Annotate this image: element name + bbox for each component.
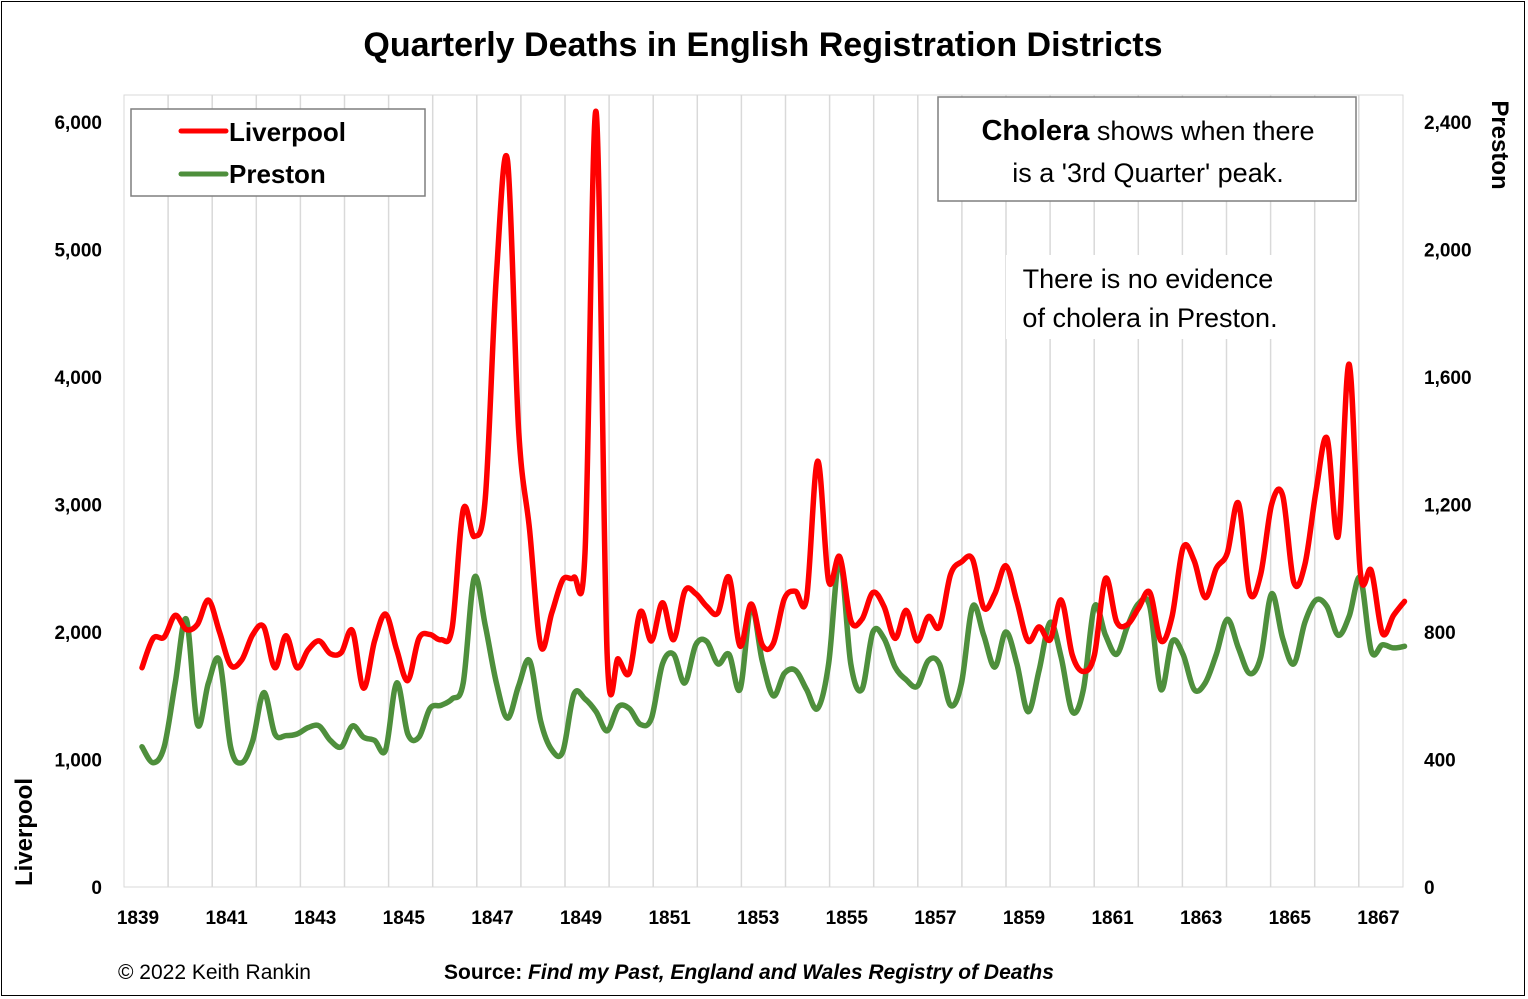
x-tick-label: 1853 [737, 908, 779, 929]
gridlines [167, 95, 1360, 887]
right-tick-label: 1,200 [1424, 496, 1472, 517]
x-tick-label: 1849 [560, 908, 602, 929]
source-text: Source: Find my Past, England and Wales … [444, 961, 1054, 984]
x-tick-label: 1867 [1357, 908, 1399, 929]
x-tick-label: 1841 [205, 908, 248, 929]
left-axis-ticks: 0 1,000 2,000 3,000 4,000 5,000 6,000 [54, 113, 102, 899]
right-tick-label: 400 [1424, 751, 1456, 772]
copyright-text: © 2022 Keith Rankin [118, 961, 311, 984]
x-tick-label: 1863 [1180, 908, 1222, 929]
left-axis-title: Liverpool [11, 778, 38, 886]
annotation-line-1-rest: shows when there [1089, 116, 1314, 146]
plot-area [123, 94, 1404, 888]
series-line-liverpool [139, 109, 1408, 698]
right-tick-label: 2,000 [1424, 241, 1472, 262]
x-tick-label: 1851 [648, 908, 691, 929]
left-tick-label: 4,000 [54, 368, 102, 389]
x-axis-ticks: 1839 1841 1843 1845 1847 1849 1851 1853 1855 1857… [117, 908, 1400, 929]
note-background [1006, 255, 1292, 339]
legend-box [130, 108, 426, 197]
annotation-bold-word: Cholera [981, 115, 1090, 147]
preston-note: There is no evidence of cholera in Prest… [1006, 255, 1292, 339]
x-tick-label: 1855 [826, 908, 869, 929]
left-tick-label: 1,000 [54, 751, 102, 772]
x-tick-label: 1861 [1091, 908, 1134, 929]
cholera-annotation: Cholera shows when there is a '3rd Quart… [937, 96, 1357, 202]
legend-label-liverpool: Liverpool [229, 117, 346, 147]
x-tick-label: 1865 [1269, 908, 1312, 929]
legend: Liverpool Preston [130, 108, 426, 197]
source-label: Source: [444, 961, 528, 984]
x-tick-label: 1859 [1003, 908, 1045, 929]
x-tick-label: 1857 [914, 908, 956, 929]
left-tick-label: 0 [91, 878, 102, 899]
annotation-line-2: is a '3rd Quarter' peak. [1012, 158, 1283, 188]
left-tick-label: 5,000 [54, 241, 102, 262]
note-line-2: of cholera in Preston. [1022, 303, 1277, 333]
source-value: Find my Past, England and Wales Registry… [528, 961, 1054, 984]
x-tick-label: 1847 [471, 908, 513, 929]
right-tick-label: 2,400 [1424, 113, 1472, 134]
right-axis-title: Preston [1486, 100, 1513, 189]
left-tick-label: 2,000 [54, 623, 102, 644]
left-tick-label: 3,000 [54, 496, 102, 517]
series-line-preston [139, 555, 1408, 766]
x-tick-label: 1839 [117, 908, 159, 929]
right-axis-ticks: 0 400 800 1,200 1,600 2,000 2,400 [1424, 113, 1472, 899]
note-line-1: There is no evidence [1023, 264, 1274, 294]
right-tick-label: 0 [1424, 878, 1435, 899]
x-tick-label: 1845 [383, 908, 426, 929]
right-tick-label: 800 [1424, 623, 1456, 644]
left-tick-label: 6,000 [54, 113, 102, 134]
series-lines [139, 109, 1408, 766]
annotation-box [937, 96, 1357, 202]
chart-title: Quarterly Deaths in English Registration… [363, 26, 1162, 64]
right-tick-label: 1,600 [1424, 368, 1472, 389]
x-tick-label: 1843 [294, 908, 336, 929]
annotation-line-1: Cholera shows when there [981, 115, 1314, 147]
legend-label-preston: Preston [229, 159, 326, 189]
